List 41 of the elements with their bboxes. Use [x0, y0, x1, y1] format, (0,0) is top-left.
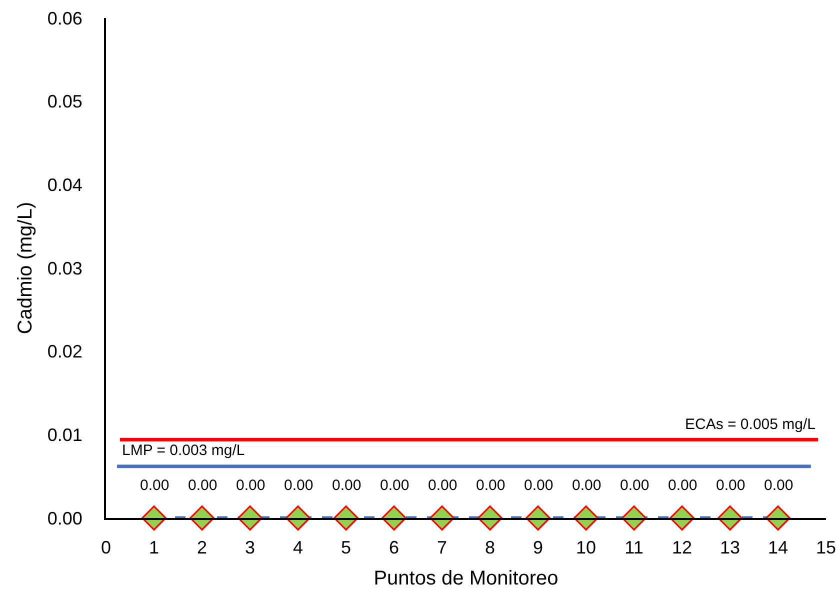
data-label: 0.00	[140, 477, 170, 494]
x-axis-title: Puntos de Monitoreo	[374, 568, 558, 590]
y-tick-label: 0.02	[47, 342, 82, 362]
data-label: 0.00	[332, 477, 362, 494]
data-label: 0.00	[188, 477, 218, 494]
y-tick-label: 0.01	[47, 424, 82, 445]
data-label: 0.00	[236, 477, 266, 494]
x-tick-label: 2	[196, 538, 208, 558]
data-label: 0.00	[620, 477, 650, 494]
annotation: LMP = 0.003 mg/L	[122, 442, 245, 459]
x-tick-label: 11	[624, 538, 644, 558]
y-axis-title: Cadmio (mg/L)	[14, 202, 36, 334]
x-tick-label: 9	[532, 538, 544, 558]
x-tick-label: 4	[292, 538, 304, 558]
x-tick-label: 13	[720, 538, 740, 558]
y-tick-label: 0.04	[47, 174, 82, 195]
data-label: 0.00	[572, 477, 602, 494]
y-tick-label: 0.00	[47, 508, 82, 528]
x-tick-label: 8	[484, 538, 496, 558]
data-label: 0.00	[476, 477, 506, 494]
x-tick-label: 3	[244, 538, 256, 558]
x-tick-label: 10	[576, 538, 596, 558]
data-label: 0.00	[764, 477, 794, 494]
x-tick-label: 1	[148, 538, 160, 558]
y-tick-label: 0.06	[47, 8, 82, 28]
x-tick-label: 7	[436, 538, 448, 558]
y-tick-label: 0.05	[47, 92, 82, 112]
y-tick-label: 0.03	[47, 258, 82, 278]
x-tick-label: 12	[672, 538, 692, 558]
data-label: 0.00	[524, 477, 554, 494]
data-label: 0.00	[284, 477, 314, 494]
data-label: 0.00	[668, 477, 698, 494]
x-tick-label: 14	[768, 538, 788, 558]
x-tick-label: 5	[340, 538, 352, 558]
annotation: ECAs = 0.005 mg/L	[685, 416, 816, 433]
data-label: 0.00	[380, 477, 410, 494]
x-tick-label: 6	[388, 538, 400, 558]
data-label: 0.00	[716, 477, 746, 494]
data-label: 0.00	[428, 477, 458, 494]
x-tick-label: 15	[816, 538, 836, 558]
x-tick-label: 0	[100, 538, 112, 558]
